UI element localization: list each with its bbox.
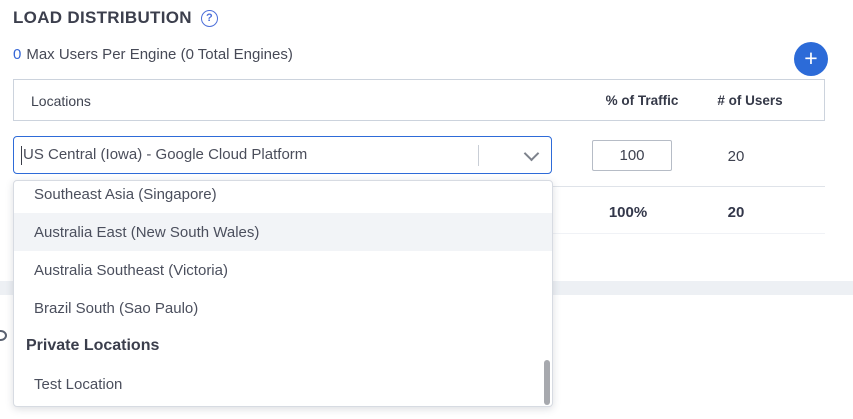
max-users-label: Max Users Per Engine (0 Total Engines) (26, 46, 293, 63)
section-header: LOAD DISTRIBUTION ? (13, 8, 218, 28)
row-users-value: 20 (727, 148, 745, 165)
dropdown-option-test-location[interactable]: Test Location (34, 375, 123, 393)
total-traffic-percent: 100% (608, 204, 648, 221)
obscured-content-fragment (0, 330, 7, 341)
table-header-row: Locations % of Traffic # of Users (13, 79, 825, 121)
location-dropdown-list: Southeast Asia (Singapore) Australia Eas… (14, 181, 552, 403)
max-users-value: 0 (13, 46, 22, 63)
max-users-summary: 0 Max Users Per Engine (0 Total Engines) (13, 46, 293, 63)
dropdown-option-australia-east[interactable]: Australia East (New South Wales) (14, 213, 552, 251)
location-combobox[interactable]: US Central (Iowa) - Google Cloud Platfor… (13, 136, 552, 174)
chevron-down-icon[interactable] (523, 145, 540, 162)
plus-icon: + (804, 44, 818, 71)
page-title: LOAD DISTRIBUTION (13, 8, 192, 27)
column-header-users: # of Users (717, 93, 783, 108)
total-users: 20 (727, 204, 745, 221)
column-header-traffic: % of Traffic (605, 93, 679, 108)
dropdown-group-private-locations: Private Locations (26, 337, 160, 354)
add-location-button[interactable]: + (794, 42, 828, 76)
location-combobox-value: US Central (Iowa) - Google Cloud Platfor… (23, 146, 308, 163)
help-icon[interactable]: ? (200, 9, 218, 27)
dropdown-scrollbar-thumb[interactable] (544, 360, 550, 405)
dropdown-option-australia-southeast[interactable]: Australia Southeast (Victoria) (34, 261, 228, 279)
text-caret (21, 146, 22, 165)
traffic-percent-input[interactable] (592, 140, 672, 171)
column-header-locations: Locations (31, 93, 91, 109)
totals-divider (553, 233, 825, 234)
combobox-divider (478, 145, 479, 166)
row-divider (553, 186, 825, 187)
location-dropdown-menu: Southeast Asia (Singapore) Australia Eas… (13, 180, 553, 407)
dropdown-option-southeast-asia[interactable]: Southeast Asia (Singapore) (34, 185, 217, 203)
dropdown-option-brazil-south[interactable]: Brazil South (Sao Paulo) (34, 299, 199, 317)
